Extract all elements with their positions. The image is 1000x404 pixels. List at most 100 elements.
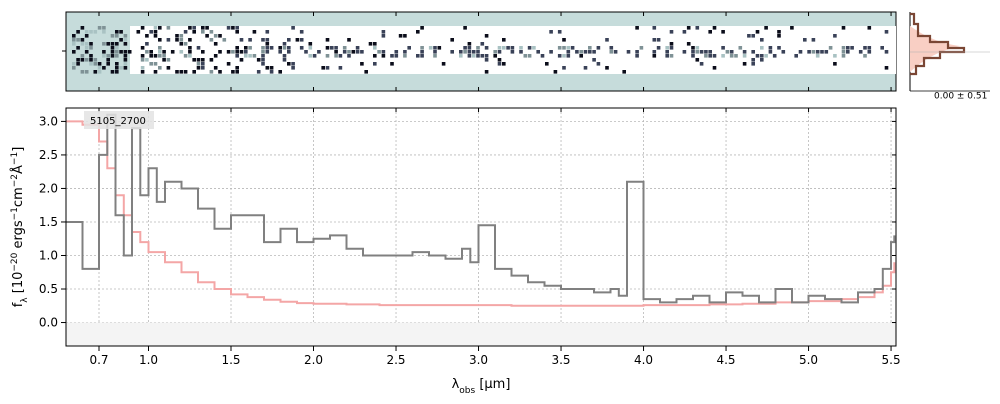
plot-grid: [66, 108, 896, 346]
strip-pixel: [166, 38, 171, 42]
strip-pixel: [145, 42, 149, 46]
strip-pixel: [325, 38, 330, 42]
strip-pixel: [686, 26, 691, 30]
strip-pixel: [471, 50, 476, 54]
strip-pixel: [261, 58, 265, 62]
strip-pixel: [562, 38, 566, 42]
strip-pixel: [291, 62, 295, 66]
strip-pixel: [364, 70, 368, 74]
x-tick-label-8: 4.5: [716, 353, 735, 367]
strip-pixel: [635, 50, 639, 54]
strip-pixel: [536, 50, 540, 54]
strip-pixel: [656, 38, 661, 42]
strip-pixel: [669, 42, 674, 46]
strip-pixel: [209, 30, 214, 34]
strip-pixel: [308, 46, 313, 50]
strip-pixel: [295, 38, 300, 42]
strip-pixel: [360, 62, 364, 66]
strip-pixel: [110, 70, 115, 74]
strip-pixel: [695, 26, 700, 30]
x-axis-label: λobs [μm]: [452, 377, 511, 396]
strip-pixel: [669, 46, 674, 50]
strip-pixel: [325, 66, 330, 70]
strip-pixel: [394, 50, 399, 54]
strip-pixel: [175, 70, 179, 74]
strip-pixel: [158, 46, 162, 50]
strip-pixel: [583, 50, 588, 54]
strip-pixel: [592, 58, 596, 62]
strip-pixel: [201, 30, 205, 34]
y-tick-label-0: 0.0: [39, 316, 58, 330]
strip-pixel: [459, 50, 463, 54]
strip-pixel: [97, 66, 102, 70]
strip-pixel: [803, 38, 807, 42]
strip-pixel: [373, 42, 377, 46]
strip-pixel: [89, 42, 93, 46]
strip-pixel: [373, 46, 377, 50]
strip-pixel: [265, 38, 270, 42]
strip-pixel: [136, 30, 141, 34]
strip-pixel: [115, 30, 119, 34]
strip-pixel: [721, 46, 725, 50]
strip-pixel: [867, 50, 872, 54]
strip-pixel: [102, 54, 106, 58]
strip-pixel: [841, 26, 846, 30]
strip-pixel: [299, 30, 304, 34]
strip-pixel: [562, 54, 566, 58]
strip-pixel: [665, 54, 669, 58]
strip-pixel: [394, 54, 399, 58]
strip-pixel: [450, 38, 454, 42]
strip-pixel: [201, 26, 205, 30]
strip-pixel: [846, 50, 850, 54]
y-tick-label-4: 2.0: [39, 181, 58, 195]
strip-pixel: [102, 26, 106, 30]
strip-pixel: [175, 38, 179, 42]
strip-pixel: [420, 26, 424, 30]
strip-pixel: [158, 50, 162, 54]
strip-pixel: [166, 26, 171, 30]
strip-pixel: [846, 46, 850, 50]
strip-pixel: [291, 66, 295, 70]
strip-pixel: [84, 34, 89, 38]
strip-pixel: [751, 50, 755, 54]
strip-pixel: [639, 46, 644, 50]
strip-pixel: [338, 54, 343, 58]
strip-pixel: [613, 50, 618, 54]
strip-pixel: [123, 34, 128, 38]
strip-pixel: [588, 46, 592, 50]
strip-pixel: [235, 46, 239, 50]
strip-pixel: [72, 50, 76, 54]
x-tick-label-4: 2.5: [386, 353, 405, 367]
strip-pixel: [80, 70, 85, 74]
strip-pixel: [841, 50, 846, 54]
strip-pixel: [691, 46, 695, 50]
strip-pixel: [403, 34, 407, 38]
strip-pixel: [652, 50, 657, 54]
zero-band: [66, 322, 896, 346]
strip-pixel: [145, 58, 149, 62]
strip-pixel: [635, 54, 639, 58]
strip-pixel: [140, 58, 145, 62]
strip-pixel: [256, 58, 261, 62]
strip-pixel: [557, 30, 562, 34]
strip-pixel: [80, 42, 85, 46]
strip-pixel: [84, 70, 89, 74]
strip-pixel: [373, 54, 377, 58]
strip-pixel: [123, 54, 128, 58]
strip-pixel: [80, 38, 85, 42]
strip-pixel: [863, 46, 867, 50]
strip-pixel: [149, 62, 153, 66]
x-tick-label-9: 5.0: [799, 353, 818, 367]
strip-pixel: [192, 70, 196, 74]
strip-pixel: [579, 50, 583, 54]
strip-pixel: [123, 42, 128, 46]
strip-pixel: [566, 54, 571, 58]
strip-pixel: [416, 30, 420, 34]
strip-pixel: [867, 26, 872, 30]
strip-pixel: [76, 30, 80, 34]
strip-pixel: [833, 54, 837, 58]
strip-pixel: [72, 34, 76, 38]
strip-pixel: [291, 26, 295, 30]
strip-pixel: [213, 42, 218, 46]
